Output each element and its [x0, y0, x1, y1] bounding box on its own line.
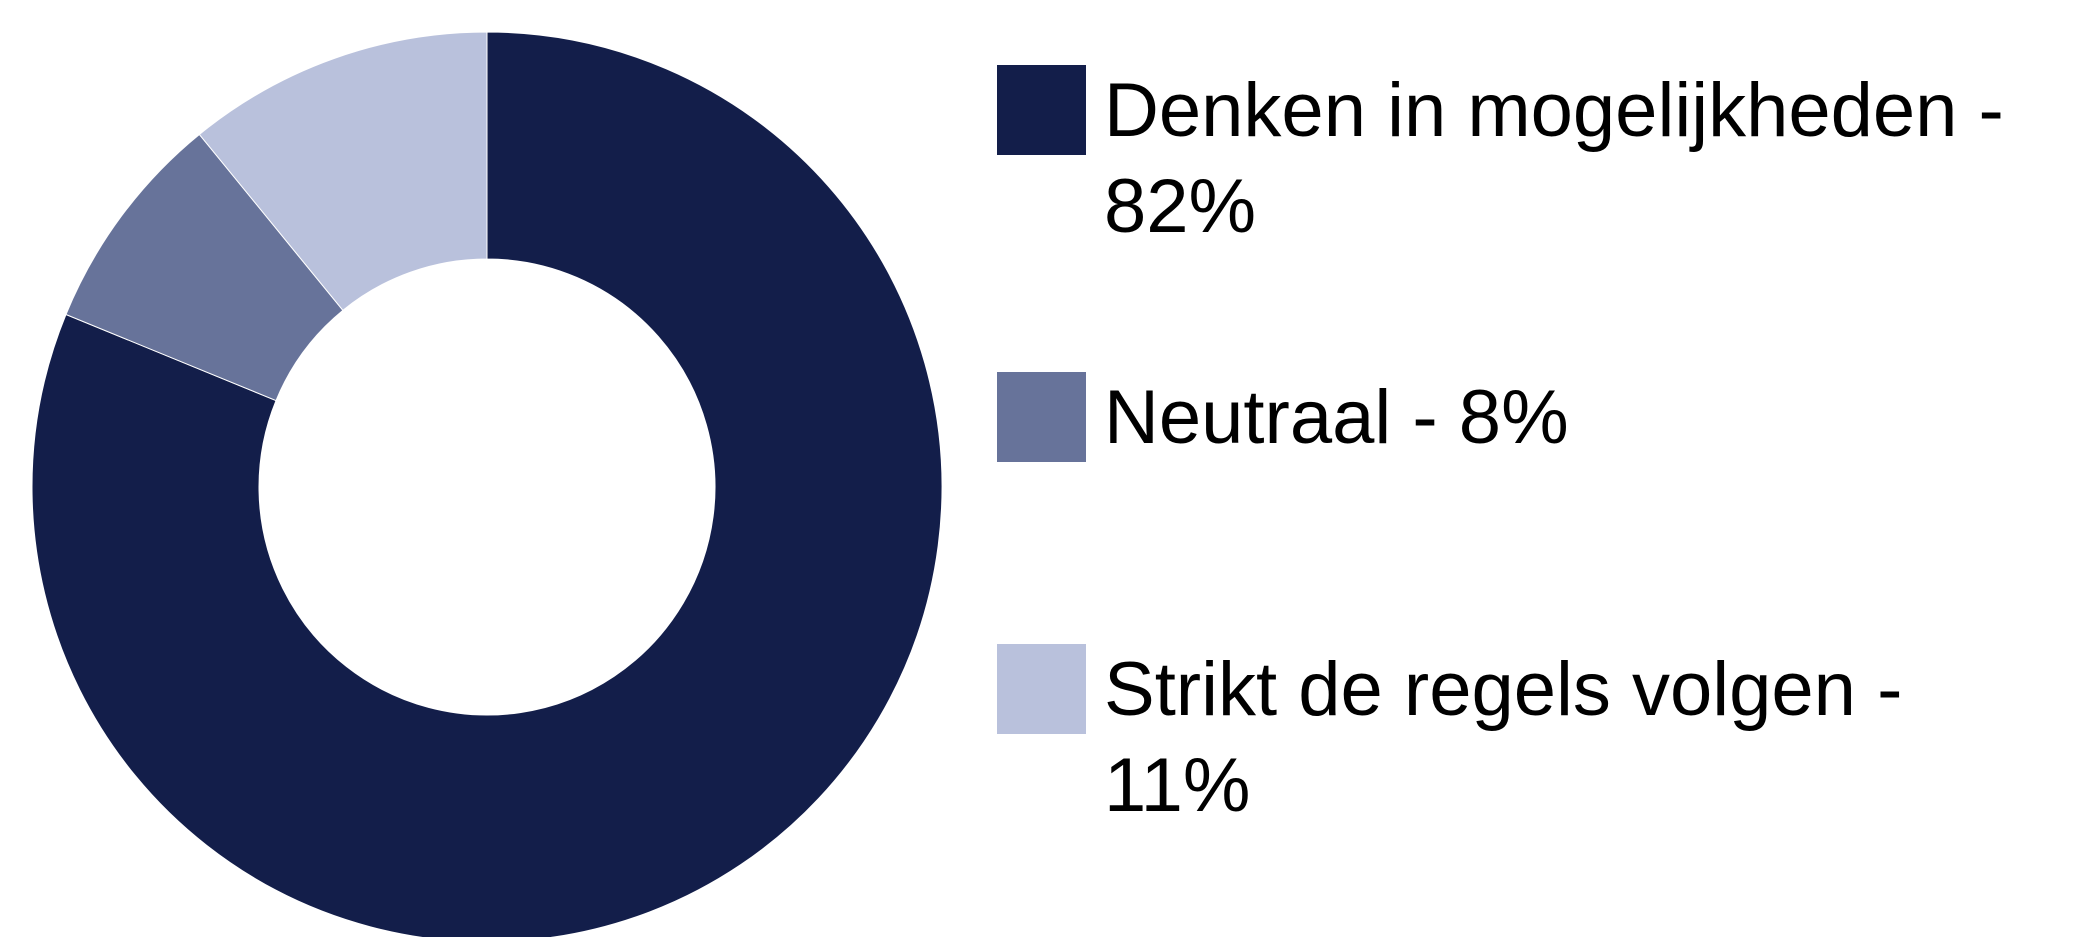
legend-item: Neutraal - 8%: [997, 370, 2067, 466]
legend-swatch: [997, 65, 1086, 155]
legend-swatch: [997, 372, 1086, 462]
legend-label: Neutraal - 8%: [1104, 375, 1569, 460]
chart: [31, 31, 943, 937]
legend-item: Strikt de regels volgen - 11%: [997, 642, 2067, 834]
legend-label: Strikt de regels volgen - 11%: [1104, 647, 1903, 828]
legend-label: Denken in mogelijkheden - 82%: [1104, 68, 2004, 249]
legend-item: Denken in mogelijkheden - 82%: [997, 63, 2067, 255]
donut-slice: [31, 31, 943, 937]
legend-swatch: [997, 644, 1086, 734]
donut-slice: [198, 31, 488, 312]
